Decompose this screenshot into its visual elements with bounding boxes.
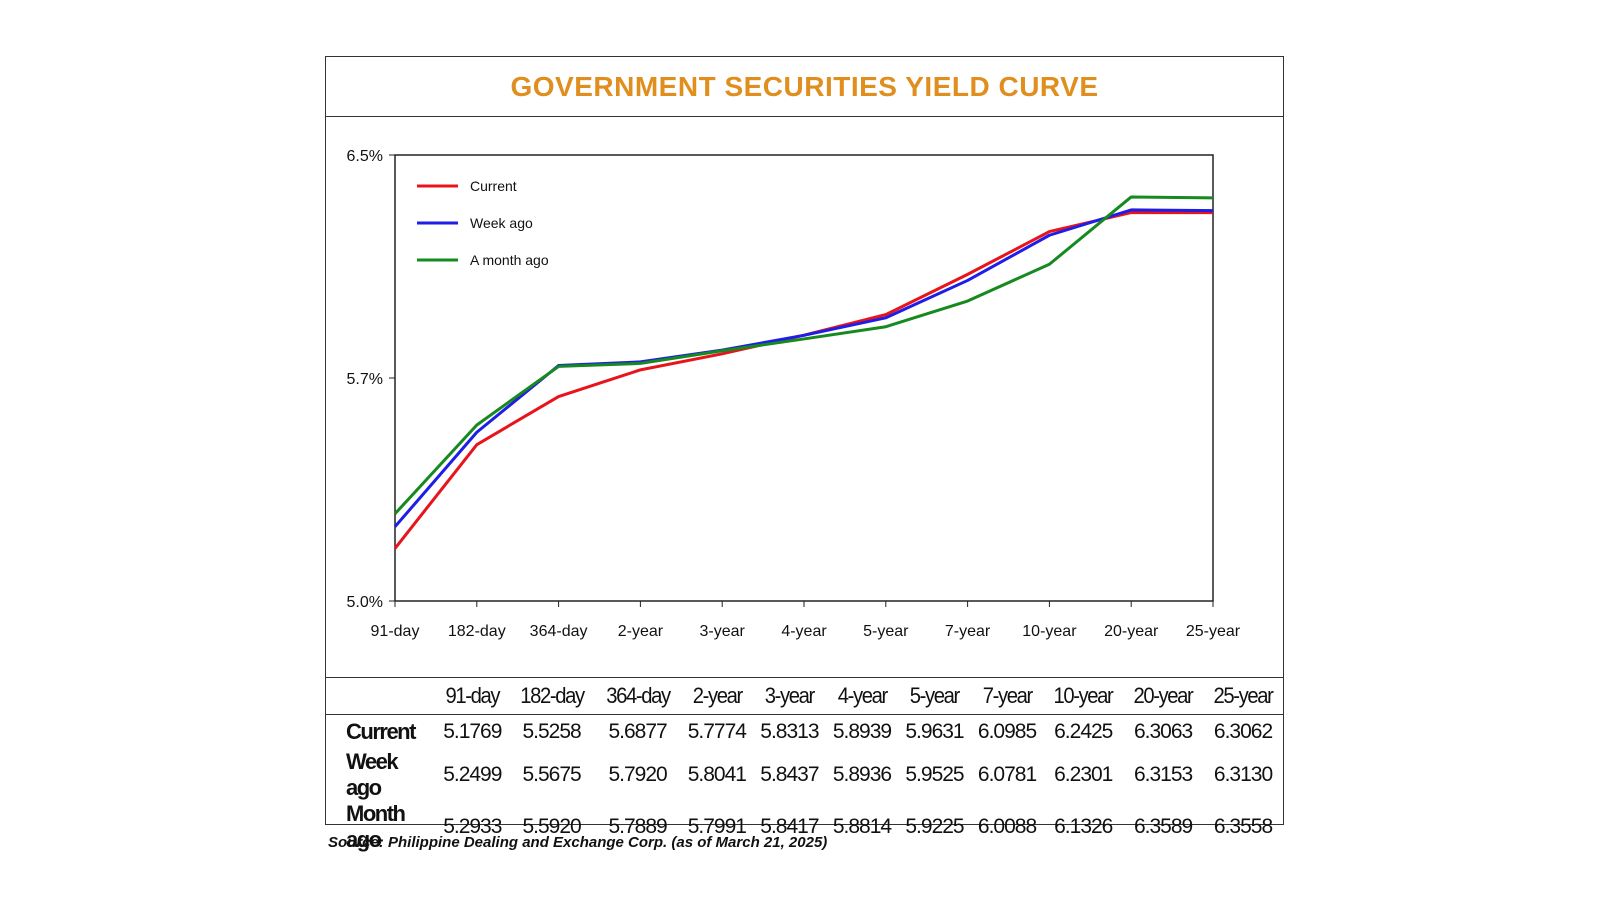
legend-label: Current: [470, 178, 517, 194]
table-cell: 5.8939: [832, 720, 892, 743]
yield-table: 91-day 182-day 364-day 2-year 3-year 4-year 5-…: [326, 678, 1283, 853]
title-bar: GOVERNMENT SECURITIES YIELD CURVE: [326, 57, 1283, 117]
source-note: Source: Philippine Dealing and Exchange …: [328, 834, 828, 851]
table-corner: [330, 678, 432, 715]
x-tick-label: 5-year: [863, 623, 909, 640]
table-cell: 6.3558: [1213, 815, 1273, 838]
table-cell: 5.2933: [443, 815, 502, 838]
table-cell: 6.2425: [1054, 720, 1113, 743]
x-tick-label: 25-year: [1186, 623, 1241, 640]
table-cell: 5.9225: [905, 815, 964, 838]
x-tick-label: 20-year: [1104, 623, 1159, 640]
table-column-header: 5-year: [901, 678, 968, 715]
table-row: Week ago 5.2499 5.5675 5.7920 5.8041 5.8437 5.…: [326, 749, 1283, 801]
x-tick-label: 3-year: [700, 623, 746, 640]
table-cell: 6.1326: [1054, 815, 1113, 838]
chart-title: GOVERNMENT SECURITIES YIELD CURVE: [510, 70, 1099, 102]
table-cell: 5.8936: [832, 763, 892, 786]
table-row-label: Current: [346, 719, 416, 744]
table-cell: 5.5675: [522, 763, 581, 786]
chart-frame: GOVERNMENT SECURITIES YIELD CURVE 5.0% 5.…: [325, 56, 1284, 852]
table-cell: 6.2301: [1054, 763, 1113, 786]
table-cell: 6.0781: [977, 763, 1037, 786]
table-column-header: 25-year: [1206, 678, 1280, 715]
table-row: Month ago 5.2933 5.5920 5.7889 5.7991 5.8417 5…: [326, 801, 1283, 853]
yield-curve-chart: 5.0% 5.7% 6.5% 91-day 182-day 364-day 2-year 3-…: [347, 148, 1241, 640]
table-row-label: Month ago: [346, 801, 406, 852]
table-cell: 5.7774: [687, 720, 747, 743]
legend-label: Week ago: [470, 215, 533, 231]
table-body: Current 5.1769 5.5258 5.6877 5.7774 5.8313 5.8…: [326, 715, 1283, 854]
table-column-header: 7-year: [973, 678, 1041, 715]
table-cell: 6.3062: [1213, 720, 1273, 743]
table-row: Current 5.1769 5.5258 5.6877 5.7774 5.8313 5.8…: [326, 715, 1283, 750]
table-cell: 5.6877: [608, 720, 667, 743]
table-column-header: 10-year: [1046, 678, 1120, 715]
table-cell: 5.7991: [687, 815, 747, 838]
table-column-header: 3-year: [756, 678, 823, 715]
table-column-header: 2-year: [683, 678, 751, 715]
table-cell: 5.2499: [443, 763, 502, 786]
table-cell: 5.8417: [760, 815, 819, 838]
legend-label: A month ago: [470, 252, 549, 268]
table-header-row: 91-day 182-day 364-day 2-year 3-year 4-year 5-…: [326, 678, 1283, 715]
x-tick-label: 91-day: [371, 623, 420, 640]
table-column-header: 182-day: [512, 678, 592, 715]
table-cell: 5.5258: [522, 720, 581, 743]
yield-table-wrap: 91-day 182-day 364-day 2-year 3-year 4-year 5-…: [326, 677, 1283, 853]
x-tick-label: 10-year: [1022, 623, 1077, 640]
y-tick-label: 5.7%: [347, 371, 383, 388]
table-cell: 5.7889: [608, 815, 667, 838]
series-line-a-month-ago: [393, 195, 1214, 515]
x-tick-label: 2-year: [618, 623, 664, 640]
table-column-header: 4-year: [828, 678, 896, 715]
table-cell: 6.0985: [977, 720, 1037, 743]
table-cell: 5.7920: [608, 763, 667, 786]
y-tick-label: 5.0%: [347, 594, 383, 611]
table-cell: 6.0088: [977, 815, 1037, 838]
table-cell: 5.8814: [832, 815, 892, 838]
table-column-header: 20-year: [1126, 678, 1200, 715]
table-cell: 5.8313: [760, 720, 819, 743]
x-tick-label: 182-day: [448, 623, 506, 640]
table-cell: 5.8041: [687, 763, 747, 786]
table-column-header: 91-day: [438, 678, 506, 715]
table-cell: 6.3130: [1213, 763, 1273, 786]
x-tick-label: 7-year: [945, 623, 991, 640]
table-cell: 6.3153: [1133, 763, 1193, 786]
table-cell: 5.5920: [522, 815, 581, 838]
table-row-label: Week ago: [346, 749, 399, 800]
table-cell: 6.3589: [1133, 815, 1193, 838]
x-tick-label: 4-year: [781, 623, 827, 640]
x-tick-label: 364-day: [530, 623, 588, 640]
table-cell: 5.8437: [760, 763, 819, 786]
table-cell: 6.3063: [1133, 720, 1193, 743]
table-cell: 5.9525: [905, 763, 964, 786]
table-cell: 5.9631: [905, 720, 964, 743]
table-column-header: 364-day: [598, 678, 678, 715]
y-tick-label: 6.5%: [347, 148, 383, 165]
table-cell: 5.1769: [443, 720, 502, 743]
